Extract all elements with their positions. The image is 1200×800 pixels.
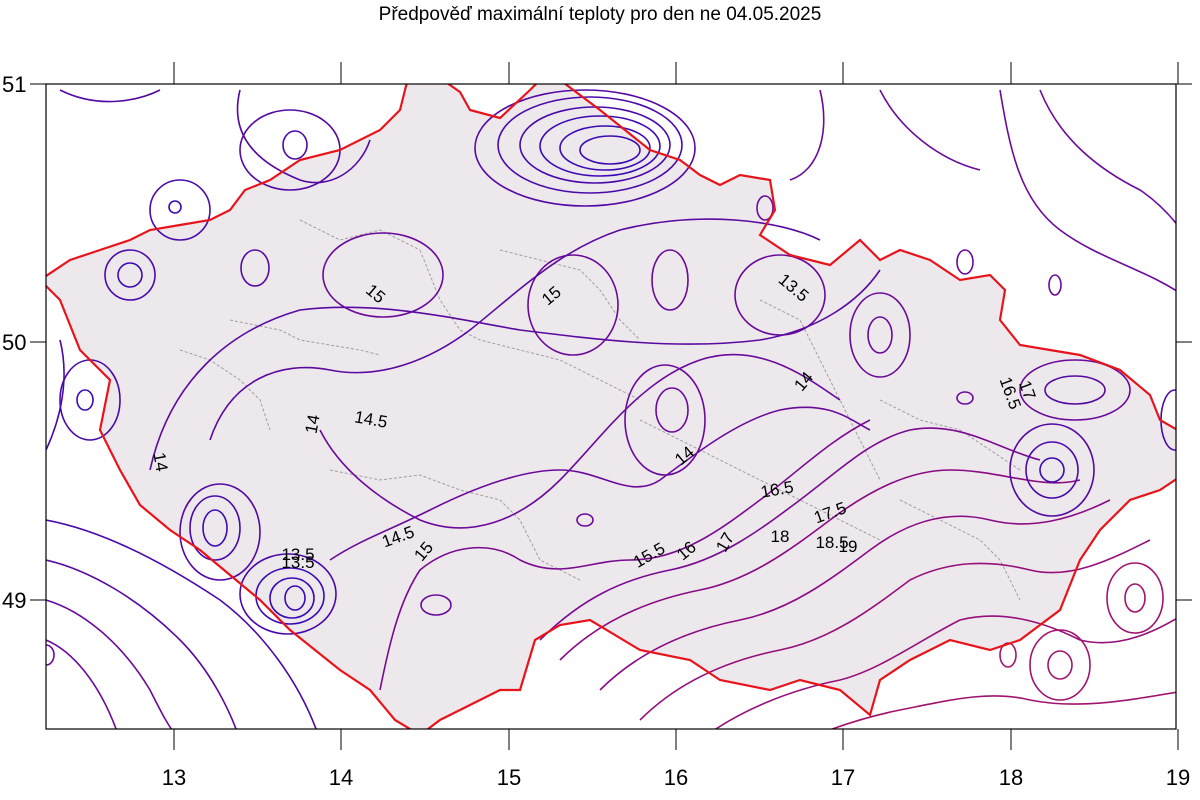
contour-label: 13.5 [281, 545, 314, 564]
country-border [46, 84, 1176, 729]
country-shape [46, 84, 1176, 729]
axis-ticks [30, 62, 1192, 750]
plot-frame [45, 83, 1177, 730]
x-tick-label: 15 [497, 765, 521, 790]
x-tick-label: 17 [831, 765, 855, 790]
map-title: Předpověď maximální teploty pro den ne 0… [378, 4, 822, 25]
y-tick-label: 49 [2, 588, 26, 613]
y-tick-label: 51 [2, 72, 26, 97]
contour-label: 18 [771, 527, 790, 546]
x-tick-label: 18 [999, 765, 1023, 790]
x-tick-label: 16 [664, 765, 688, 790]
contour-label: 18.5 [815, 533, 848, 552]
x-tick-label: 19 [1166, 765, 1190, 790]
contour-label: 13.5 [281, 553, 314, 572]
contour-label: 14 [302, 413, 324, 435]
axis-tick-labels: 13 14 15 16 17 18 19 51 50 49 [2, 72, 1190, 790]
y-tick-label: 50 [2, 330, 26, 355]
region-borders [179, 219, 1021, 601]
contour-label: 14 [149, 451, 171, 473]
x-tick-label: 14 [329, 765, 353, 790]
contour-label: 19 [839, 537, 858, 556]
x-tick-label: 13 [162, 765, 186, 790]
